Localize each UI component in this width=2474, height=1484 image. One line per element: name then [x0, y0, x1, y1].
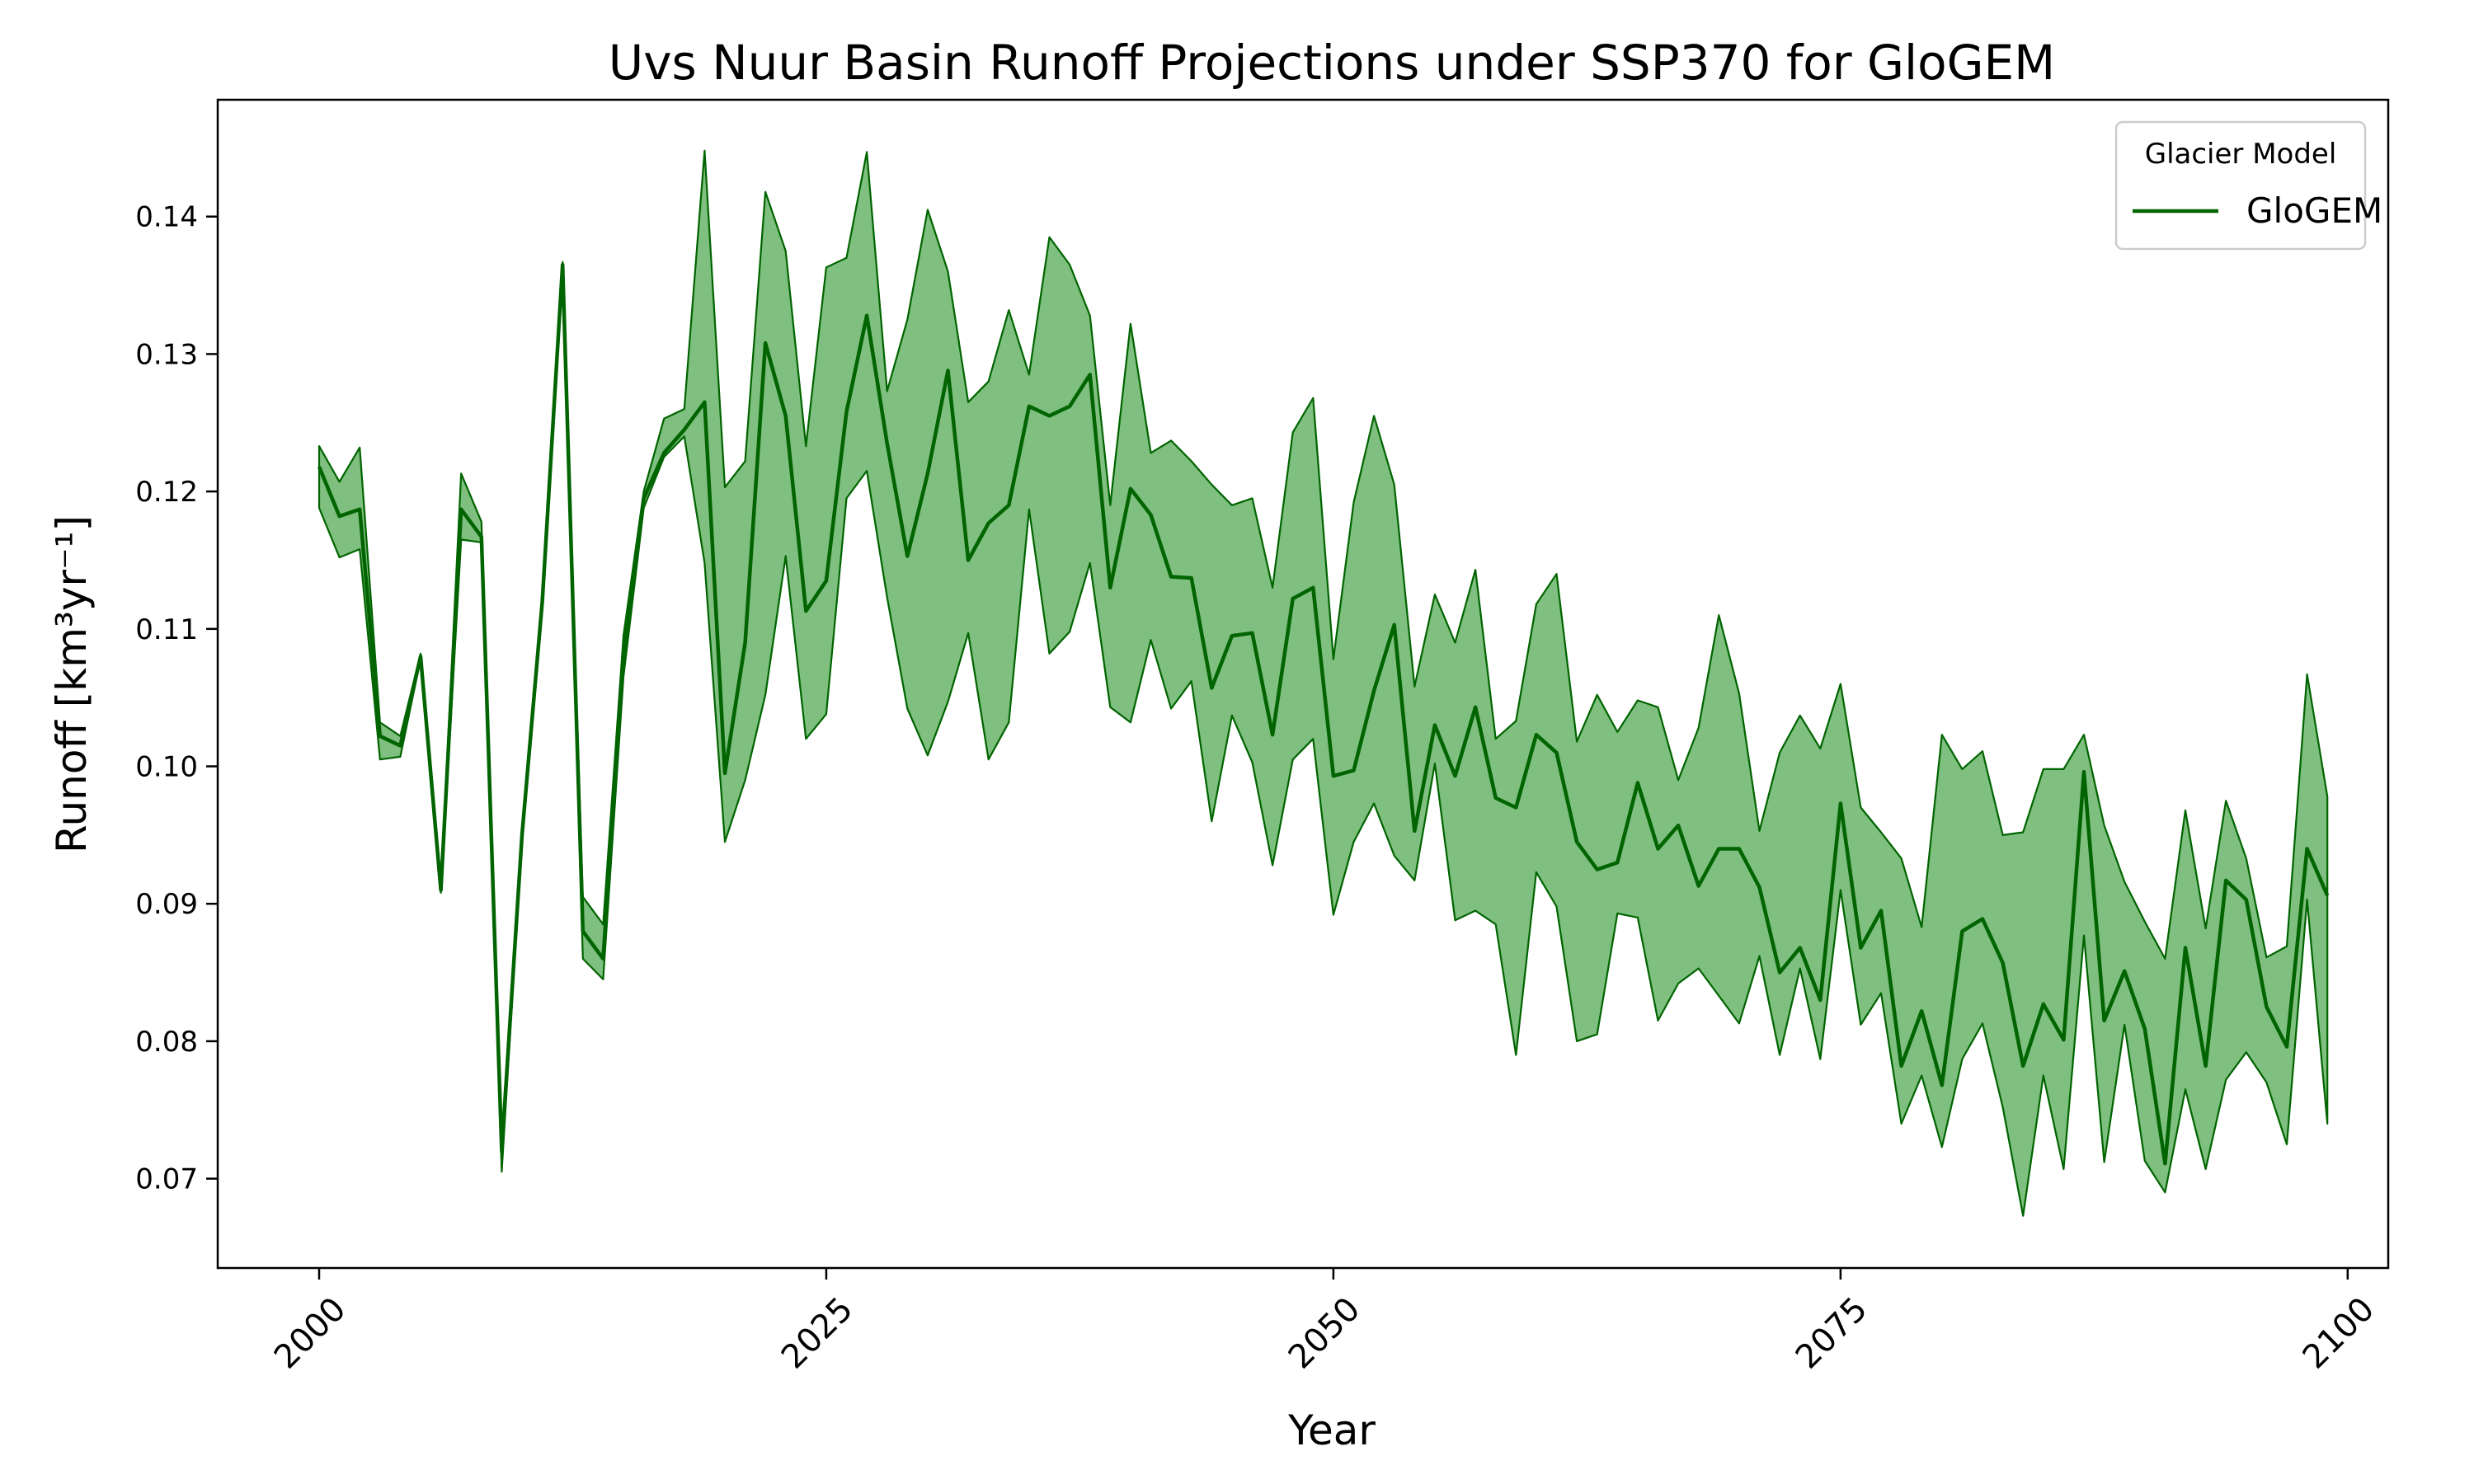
y-tick-label: 0.10	[135, 751, 198, 784]
y-tick-label: 0.13	[135, 338, 198, 371]
y-tick-label: 0.09	[135, 888, 198, 921]
y-tick-label: 0.14	[135, 201, 198, 234]
legend-box	[2114, 120, 2367, 251]
plot-area	[317, 149, 2330, 1217]
y-axis-label: Runoff [km³yr⁻¹]	[48, 515, 96, 853]
y-tick-label: 0.12	[135, 476, 198, 509]
chart-title: Uvs Nuur Basin Runoff Projections under …	[609, 35, 2055, 91]
legend-title: Glacier Model	[2145, 138, 2337, 171]
x-axis: 2000 2025 2050 2075 2100	[267, 1268, 2382, 1376]
y-axis: 0.07 0.08 0.09 0.10 0.11 0.12 0.13 0.14	[135, 201, 218, 1196]
series-line-glogem	[317, 262, 2330, 1166]
x-tick-label: 2000	[267, 1290, 354, 1377]
plot-frame	[216, 98, 2390, 1270]
y-tick-label: 0.08	[135, 1026, 198, 1059]
x-axis-label: Year	[1287, 1407, 1376, 1454]
x-tick-label: 2100	[2296, 1290, 2382, 1377]
legend: Glacier Model GloGEM	[2114, 120, 2382, 251]
x-tick-label: 2050	[1282, 1290, 1368, 1377]
y-tick-label: 0.11	[135, 613, 198, 646]
y-tick-label: 0.07	[135, 1163, 198, 1196]
legend-label-glogem: GloGEM	[2246, 190, 2382, 231]
x-tick-label: 2025	[774, 1290, 861, 1377]
x-tick-label: 2075	[1789, 1290, 1875, 1377]
